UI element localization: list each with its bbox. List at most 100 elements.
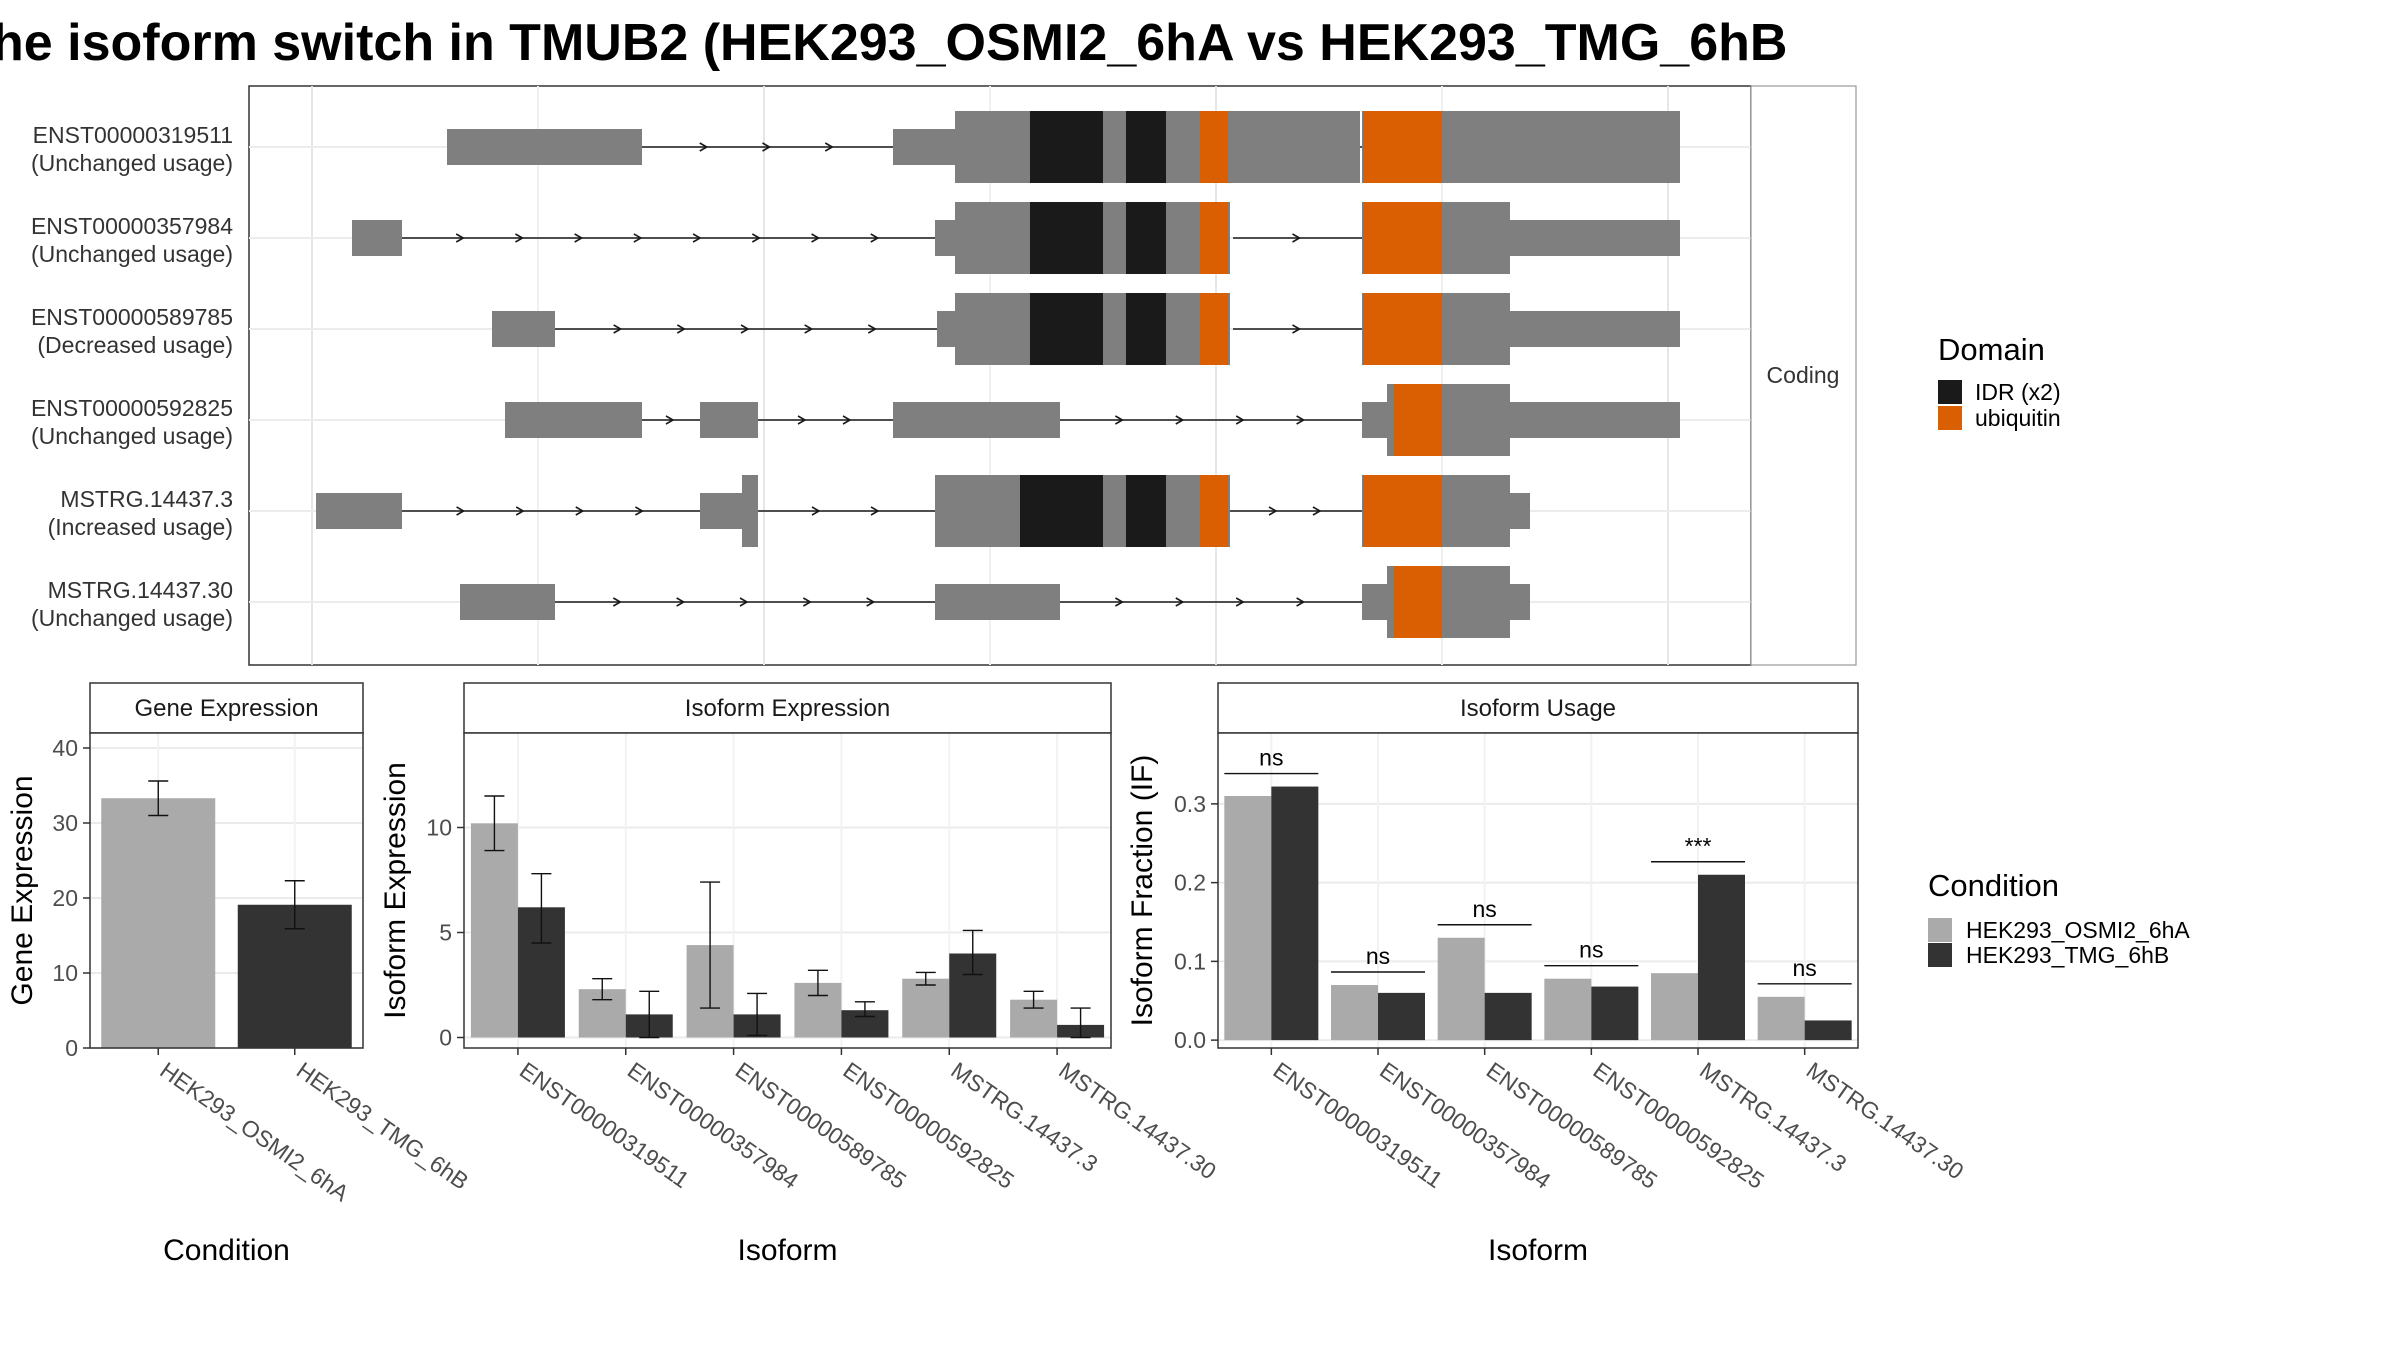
intron-arrow xyxy=(635,506,645,516)
transcript-usage-label: (Increased usage) xyxy=(48,514,233,540)
condition-legend: Condition HEK293_OSMI2_6hA HEK293_TMG_6h… xyxy=(1928,868,2190,968)
legend-key-idr xyxy=(1938,380,1962,404)
transcript-usage-label: (Unchanged usage) xyxy=(31,605,233,631)
bar xyxy=(1804,1020,1852,1041)
y-tick-label: 10 xyxy=(52,960,78,986)
transcript-id-label: ENST00000319511 xyxy=(33,122,233,148)
intron-arrow xyxy=(1235,597,1245,607)
utr-exon xyxy=(893,402,1060,438)
utr-exon xyxy=(352,220,402,256)
intron-arrow xyxy=(762,142,772,152)
ubiquitin-domain xyxy=(1200,111,1228,183)
idr-domain xyxy=(1126,475,1166,547)
bar xyxy=(1437,937,1485,1041)
idr-domain xyxy=(1126,111,1166,183)
ubiquitin-domain xyxy=(1394,566,1442,638)
domain-legend-title: Domain xyxy=(1938,332,2045,367)
intron-arrow xyxy=(842,415,852,425)
bar xyxy=(1224,796,1272,1041)
intron-arrow xyxy=(665,415,675,425)
intron-arrow xyxy=(515,233,525,243)
transcript-id-label: MSTRG.14437.30 xyxy=(48,577,233,603)
intron-arrow xyxy=(613,324,623,334)
x-axis-title: Isoform xyxy=(737,1234,837,1267)
utr-exon xyxy=(492,311,555,347)
isoform-expression-panel: Isoform Expression0510ENST00000319511ENS… xyxy=(379,682,1221,1267)
facet-label: Coding xyxy=(1767,362,1840,388)
bar xyxy=(1378,992,1425,1041)
utr-exon xyxy=(460,584,555,620)
significance-label: *** xyxy=(1685,833,1712,859)
bar xyxy=(1484,992,1532,1041)
intron-arrow xyxy=(1115,597,1125,607)
y-axis-title: Isoform Fraction (IF) xyxy=(1126,755,1159,1027)
coding-exon xyxy=(1510,111,1680,183)
transcript-labels: ENST00000319511(Unchanged usage)ENST0000… xyxy=(31,122,233,631)
utr-exon xyxy=(937,311,955,347)
legend-label-cond-b: HEK293_TMG_6hB xyxy=(1966,942,2169,968)
transcript-track xyxy=(352,202,1680,274)
ubiquitin-domain xyxy=(1200,475,1228,547)
plot-frame xyxy=(89,732,364,1049)
y-tick-label: 0.2 xyxy=(1174,870,1206,896)
y-tick-label: 30 xyxy=(52,810,78,836)
intron-arrow xyxy=(676,597,686,607)
intron-arrow xyxy=(692,233,702,243)
legend-label-cond-a: HEK293_OSMI2_6hA xyxy=(1966,917,2190,943)
intron-arrow xyxy=(804,324,814,334)
transcript-usage-label: (Unchanged usage) xyxy=(31,241,233,267)
transcript-usage-label: (Unchanged usage) xyxy=(31,150,233,176)
intron-arrow xyxy=(1312,506,1322,516)
legend-key-cond-a xyxy=(1928,918,1952,942)
y-axis-title: Isoform Expression xyxy=(379,762,412,1019)
utr-exon xyxy=(1510,402,1680,438)
utr-exon xyxy=(1510,584,1530,620)
bar xyxy=(1271,786,1319,1041)
x-tick-label: ENST00000592825 xyxy=(1588,1057,1768,1194)
bar xyxy=(1698,874,1745,1041)
y-axis-title: Gene Expression xyxy=(6,775,39,1005)
intron-arrow xyxy=(811,233,821,243)
idr-domain xyxy=(1126,293,1166,365)
transcript-id-label: ENST00000589785 xyxy=(31,304,233,330)
transcript-id-label: MSTRG.14437.3 xyxy=(60,486,233,512)
transcript-id-label: ENST00000357984 xyxy=(31,213,233,239)
idr-domain xyxy=(1020,475,1103,547)
legend-key-cond-b xyxy=(1928,943,1952,967)
plot-bg xyxy=(1218,733,1858,1048)
y-tick-label: 20 xyxy=(52,885,78,911)
intron-arrow xyxy=(824,142,834,152)
intron-arrow xyxy=(1292,233,1302,243)
bar xyxy=(902,978,950,1038)
y-tick-label: 10 xyxy=(426,815,452,841)
figure-title: he isoform switch in TMUB2 (HEK293_OSMI2… xyxy=(0,14,1787,72)
strip-label: Isoform Expression xyxy=(685,695,890,722)
y-tick-label: 5 xyxy=(439,920,452,946)
significance-label: ns xyxy=(1259,745,1283,771)
strip-box xyxy=(463,682,1112,734)
plot-bg xyxy=(464,733,1111,1048)
ubiquitin-domain xyxy=(1394,384,1442,456)
ubiquitin-domain xyxy=(1363,111,1442,183)
transcript-track xyxy=(447,111,1680,183)
intron-arrow xyxy=(751,233,761,243)
bar xyxy=(1331,985,1378,1041)
transcript-usage-label: (Decreased usage) xyxy=(37,332,233,358)
y-tick-label: 0.3 xyxy=(1174,791,1206,817)
ubiquitin-domain xyxy=(1363,293,1442,365)
intron-arrow xyxy=(870,506,880,516)
y-tick-label: 0 xyxy=(439,1025,452,1051)
strip-box xyxy=(89,682,364,734)
significance-label: ns xyxy=(1473,896,1497,922)
legend-label-ubiquitin: ubiquitin xyxy=(1975,405,2061,431)
transcript-track xyxy=(492,293,1680,365)
utr-exon xyxy=(935,220,955,256)
intron-arrow xyxy=(676,324,686,334)
y-tick-label: 0 xyxy=(65,1035,78,1061)
transcript-usage-label: (Unchanged usage) xyxy=(31,423,233,449)
plot-frame xyxy=(463,732,1112,1049)
utr-exon xyxy=(935,584,1060,620)
idr-domain xyxy=(1030,111,1103,183)
bar xyxy=(101,798,216,1048)
intron-arrow xyxy=(797,415,807,425)
